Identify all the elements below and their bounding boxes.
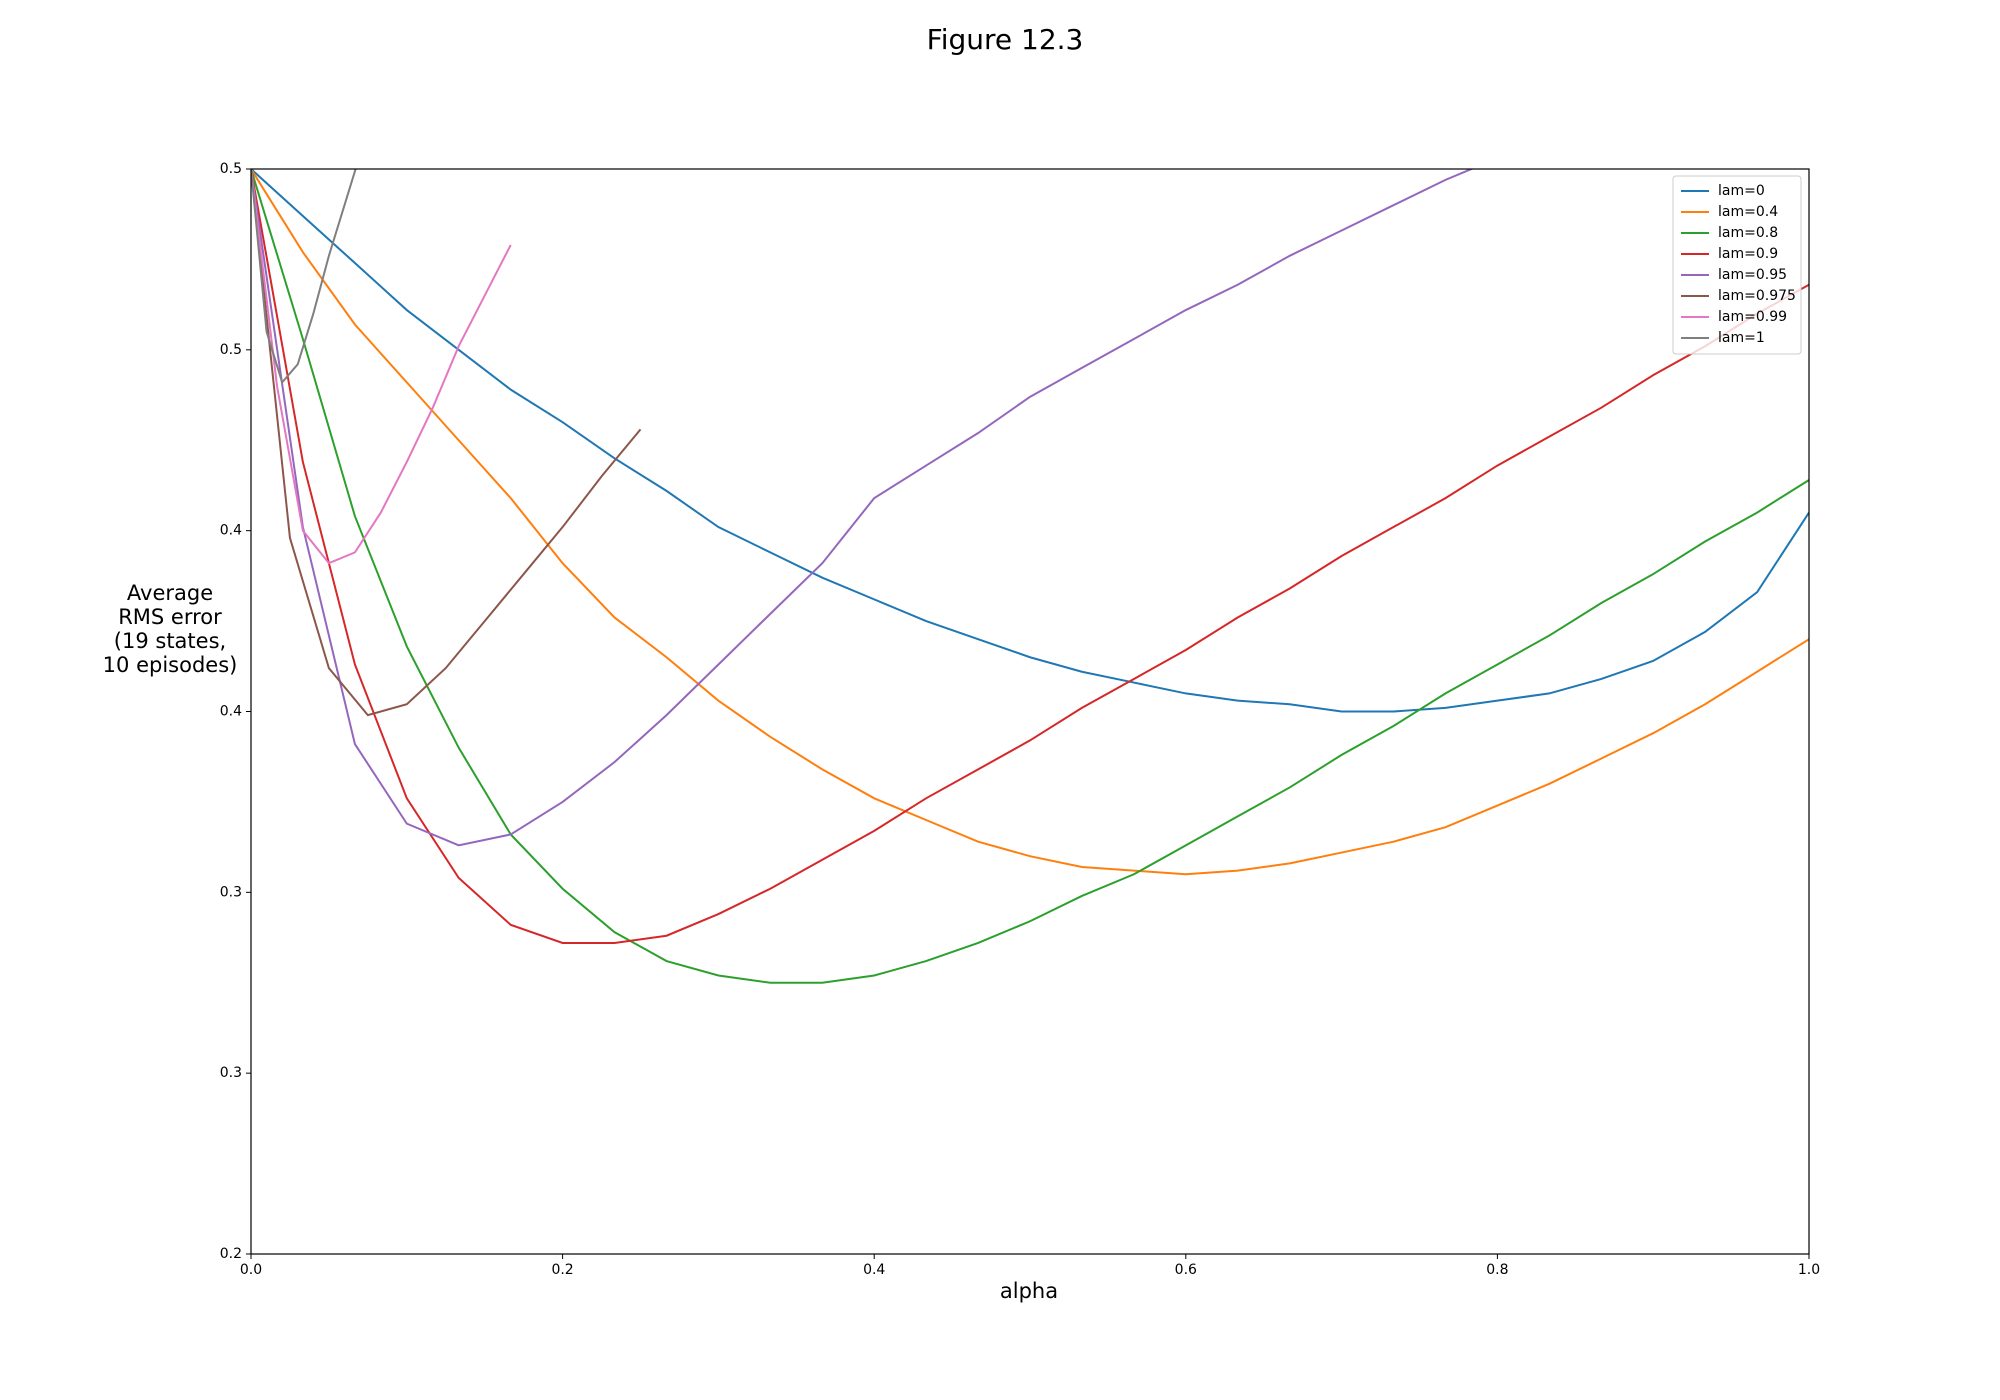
y-axis-label: (19 states, (114, 629, 226, 653)
y-axis-label: 10 episodes) (103, 653, 238, 677)
series-line (251, 169, 1809, 876)
y-tick-label: 0.2 (220, 1246, 242, 1262)
plot-lines (251, 169, 1809, 984)
legend-label: lam=0.9 (1718, 246, 1778, 262)
y-tick-label: 0.5 (220, 342, 242, 358)
series-line (251, 169, 642, 717)
series-line (251, 169, 1475, 847)
x-tick-label: 0.8 (1486, 1262, 1508, 1278)
y-tick-label: 0.3 (220, 1065, 242, 1081)
chart-title: Figure 12.3 (927, 23, 1084, 56)
series-line (251, 169, 1809, 984)
series-line (251, 169, 357, 385)
legend-label: lam=1 (1718, 330, 1765, 346)
legend-label: lam=0.4 (1718, 204, 1778, 220)
y-axis-label: Average (127, 581, 213, 605)
x-tick-label: 0.2 (551, 1262, 573, 1278)
y-tick-label: 0.5 (220, 161, 242, 177)
x-tick-label: 0.6 (1175, 1262, 1197, 1278)
plot-frame (250, 168, 1810, 1255)
legend-label: lam=0.975 (1718, 288, 1796, 304)
y-tick-label: 0.4 (220, 704, 242, 720)
legend-label: lam=0.99 (1718, 309, 1787, 325)
y-tick-label: 0.3 (220, 884, 242, 900)
x-tick-label: 1.0 (1798, 1262, 1820, 1278)
x-axis-label: alpha (1000, 1279, 1058, 1303)
series-line (251, 169, 512, 565)
series-line (251, 169, 1809, 944)
legend-label: lam=0 (1718, 183, 1765, 199)
y-tick-label: 0.4 (220, 523, 242, 539)
x-tick-label: 0.0 (240, 1262, 262, 1278)
series-line (251, 169, 1809, 713)
y-axis-label: RMS error (118, 605, 222, 629)
legend-label: lam=0.95 (1718, 267, 1787, 283)
legend-label: lam=0.8 (1718, 225, 1778, 241)
x-tick-label: 0.4 (863, 1262, 885, 1278)
legend-box (1672, 175, 1802, 355)
